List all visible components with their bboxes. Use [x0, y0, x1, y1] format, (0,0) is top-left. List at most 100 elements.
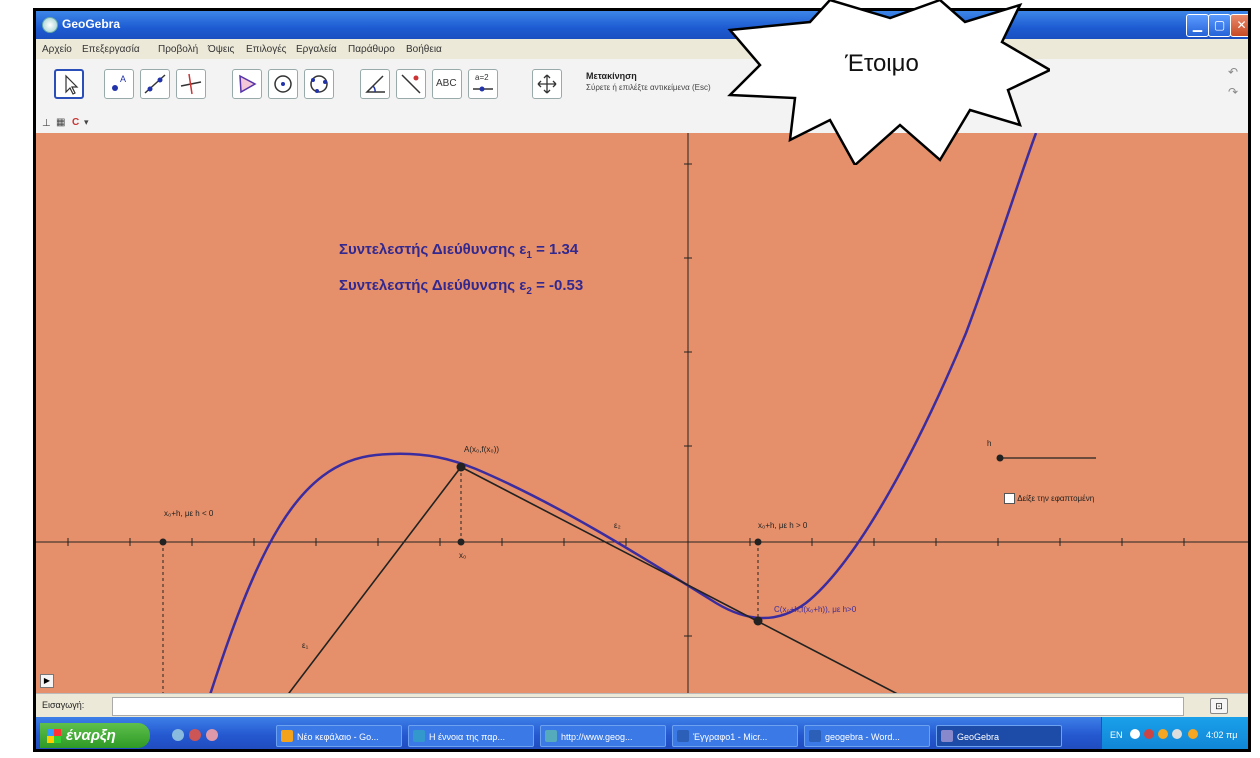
menu-bar: Αρχείο Επεξεργασία Προβολή Όψεις Επιλογέ… [36, 39, 1248, 59]
angle-tool-button[interactable] [360, 69, 390, 99]
tray-alert-icon[interactable] [1158, 729, 1168, 739]
tray-security-icon[interactable] [1144, 729, 1154, 739]
title-bar[interactable]: GeoGebra ▁ ▢ ✕ [36, 11, 1248, 39]
circle-tool-button[interactable] [268, 69, 298, 99]
menu-options[interactable]: Επιλογές [246, 44, 287, 55]
toolbar: A ABC a=2 Μετακί [36, 59, 1248, 116]
language-indicator[interactable]: EN [1110, 730, 1123, 740]
slope-label-e1-value: = 1.34 [531, 241, 579, 258]
tray-volume-icon[interactable] [1172, 729, 1182, 739]
task-button-4[interactable]: Έγγραφο1 - Micr... [672, 725, 798, 747]
left-point[interactable] [159, 538, 167, 546]
tray-network-icon[interactable] [1130, 729, 1140, 739]
task-button-3[interactable]: http://www.geog... [540, 725, 666, 747]
task-label-3: http://www.geog... [561, 732, 633, 742]
clock: 4:02 πμ [1206, 730, 1238, 740]
redo-icon[interactable]: ↷ [1228, 85, 1239, 99]
word-icon [809, 730, 821, 742]
task-button-1[interactable]: Νέο κεφάλαιο - Go... [276, 725, 402, 747]
maximize-icon[interactable]: ▢ [1208, 14, 1231, 37]
line-e2-label: ε₂ [614, 521, 621, 530]
slope-label-e1-sub: 1 [526, 250, 532, 261]
menu-edit[interactable]: Επεξεργασία [82, 44, 140, 55]
function-curve[interactable] [208, 133, 1038, 693]
task-label-2: Η έννοια της παρ... [429, 732, 506, 742]
polygon-icon [239, 74, 257, 94]
minimize-icon[interactable]: ▁ [1186, 14, 1209, 37]
active-tool-name: Μετακίνηση [586, 71, 637, 81]
quicklaunch-media-icon[interactable] [206, 729, 218, 741]
slope-label-e2-sub: 2 [526, 286, 532, 297]
folder-icon [281, 730, 293, 742]
task-button-5[interactable]: geogebra - Word... [804, 725, 930, 747]
menu-tools[interactable]: Εργαλεία [296, 44, 337, 55]
reflect-icon [401, 74, 421, 94]
window-title: GeoGebra [62, 17, 121, 31]
axes-toggle-icon[interactable]: ⊥ [42, 118, 51, 129]
polygon-tool-button[interactable] [232, 69, 262, 99]
color-style-icon[interactable]: C [72, 117, 80, 128]
start-button[interactable]: έναρξη [40, 723, 150, 748]
slope-label-e2-text: Συντελεστής Διεύθυνσης ε [339, 277, 527, 294]
h-slider-label: h [987, 439, 992, 448]
line-e2[interactable] [460, 466, 911, 693]
windows-taskbar: έναρξη Νέο κεφάλαιο - Go... Η έννοια της… [36, 717, 1248, 749]
text-tool-button[interactable]: ABC [432, 69, 462, 99]
geogebra-task-icon [941, 730, 953, 742]
menu-view[interactable]: Προβολή [158, 44, 199, 55]
style-dropdown-icon[interactable]: ▾ [84, 117, 89, 127]
slider-tool-label: a=2 [475, 73, 489, 82]
graphics-canvas [36, 133, 1248, 693]
menu-perspectives[interactable]: Όψεις [208, 44, 235, 55]
line-icon [144, 74, 166, 94]
input-bar: Εισαγωγή: ⊡ [36, 693, 1248, 718]
right-point-label: x₀+h, με h > 0 [758, 521, 808, 530]
input-help-icon[interactable]: ⊡ [1210, 698, 1228, 714]
active-tool-help: Σύρετε ή επιλέξτε αντικείμενα (Esc) [586, 83, 711, 92]
task-label-5: geogebra - Word... [825, 732, 900, 742]
undo-icon[interactable]: ↶ [1228, 65, 1239, 79]
slope-label-e1: Συντελεστής Διεύθυνσης ε1 = 1.34 [339, 241, 578, 261]
grid-toggle-icon[interactable]: ▦ [56, 117, 66, 128]
line-e1-label: ε₁ [302, 641, 309, 650]
show-tangent-checkbox-group[interactable]: Δείξε την εφαπτομένη [1004, 493, 1094, 504]
play-animation-icon[interactable]: ▶ [40, 674, 54, 688]
task-label-6: GeoGebra [957, 732, 1000, 742]
slope-label-e2-value: = -0.53 [531, 277, 584, 294]
menu-file[interactable]: Αρχείο [42, 44, 72, 55]
line-e1[interactable] [283, 466, 462, 693]
move-tool-button[interactable] [54, 69, 84, 99]
quicklaunch-browser-icon[interactable] [189, 729, 201, 741]
point-c[interactable] [753, 616, 763, 626]
point-icon: A [112, 74, 126, 91]
menu-window[interactable]: Παράθυρο [348, 44, 395, 55]
circle-three-points-tool-button[interactable] [304, 69, 334, 99]
word-icon [677, 730, 689, 742]
move-graphics-tool-button[interactable] [532, 69, 562, 99]
graphics-view[interactable]: Συντελεστής Διεύθυνσης ε1 = 1.34 Συντελε… [36, 133, 1248, 693]
task-label-1: Νέο κεφάλαιο - Go... [297, 732, 379, 742]
task-button-2[interactable]: Η έννοια της παρ... [408, 725, 534, 747]
input-field[interactable] [112, 697, 1184, 716]
quicklaunch-desktop-icon[interactable] [172, 729, 184, 741]
browser-icon [545, 730, 557, 742]
menu-help[interactable]: Βοήθεια [406, 44, 442, 55]
task-button-6[interactable]: GeoGebra [936, 725, 1062, 747]
ready-callout-bubble [727, 0, 1050, 165]
slider-tool-button[interactable]: a=2 [468, 69, 498, 99]
show-tangent-checkbox[interactable] [1004, 493, 1015, 504]
task-label-4: Έγγραφο1 - Micr... [693, 732, 768, 742]
tray-update-icon[interactable] [1188, 729, 1198, 739]
right-point[interactable] [754, 538, 762, 546]
x-axis-ticks [67, 538, 1185, 546]
line-tool-button[interactable] [140, 69, 170, 99]
point-a[interactable] [456, 462, 466, 472]
reflect-tool-button[interactable] [396, 69, 426, 99]
slope-label-e2: Συντελεστής Διεύθυνσης ε2 = -0.53 [339, 277, 583, 297]
close-icon[interactable]: ✕ [1230, 14, 1248, 37]
point-tool-button[interactable]: A [104, 69, 134, 99]
x0-point[interactable] [457, 538, 465, 546]
perpendicular-tool-button[interactable] [176, 69, 206, 99]
h-slider-handle[interactable] [996, 454, 1004, 462]
cursor-arrow-icon [65, 74, 79, 95]
